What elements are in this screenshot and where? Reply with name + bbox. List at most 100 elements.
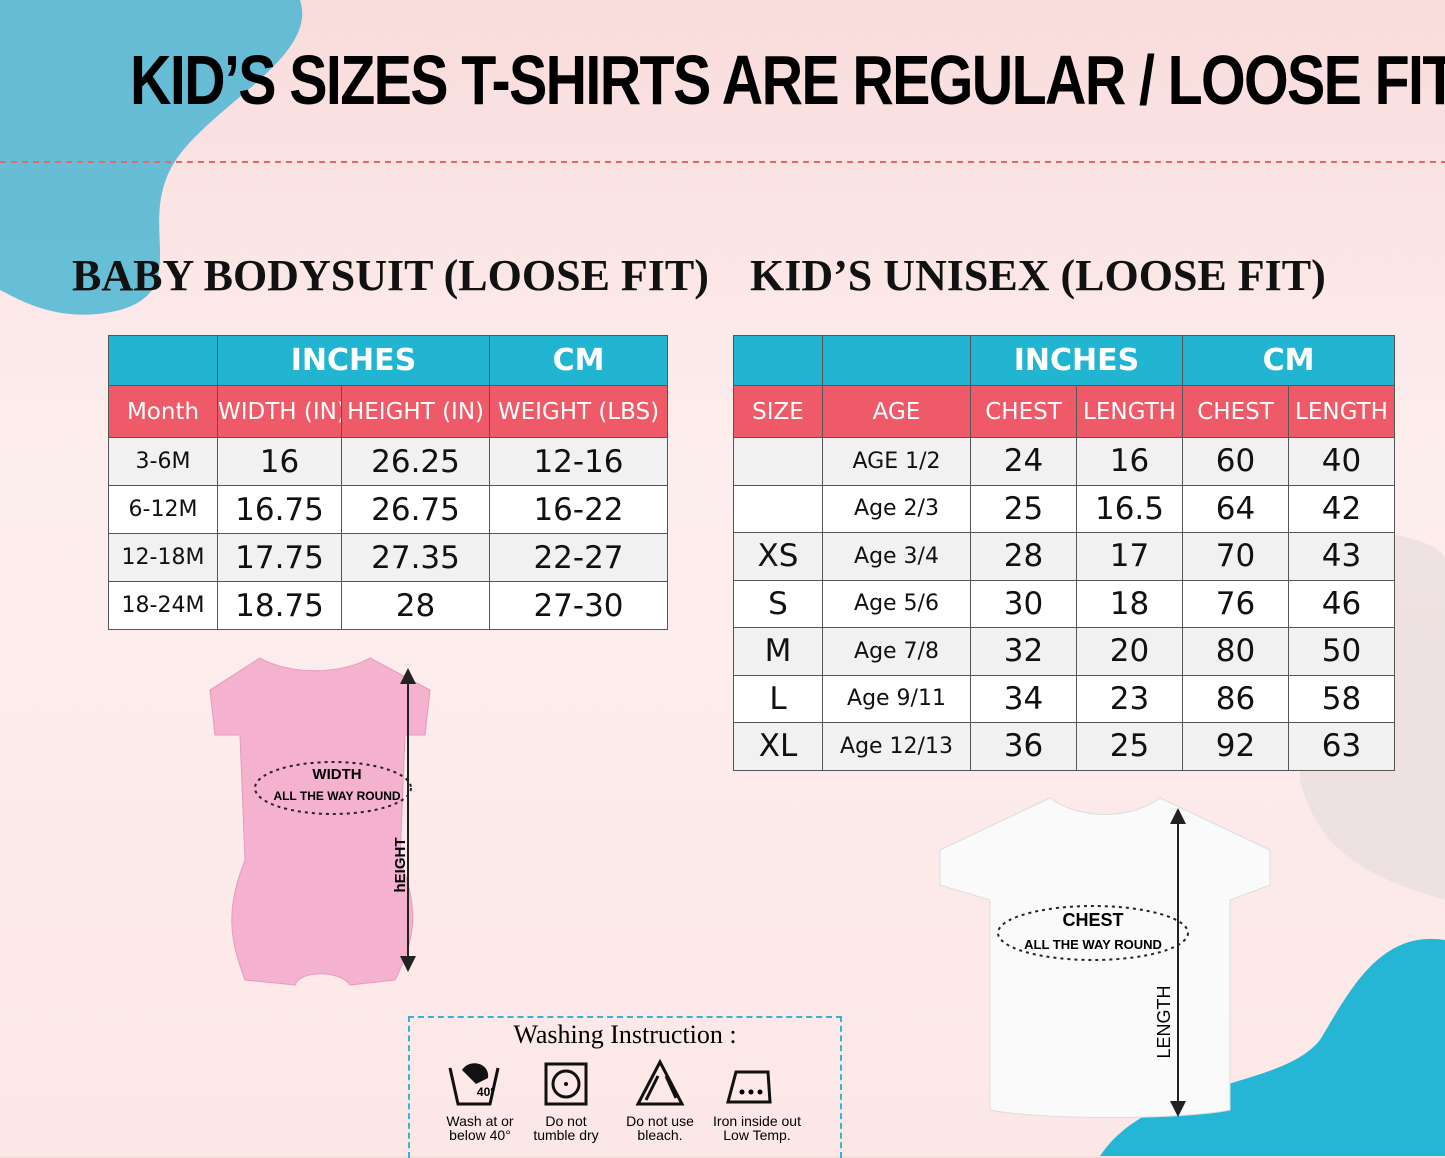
cell: 43 (1288, 532, 1395, 581)
cell: 70 (1182, 532, 1289, 581)
data-row: 3-6M 16 26.25 12-16 (108, 437, 668, 486)
cell: 40 (1288, 437, 1395, 486)
cell: 30 (970, 579, 1077, 628)
width-label: WIDTH (312, 766, 361, 783)
cell: 25 (1076, 722, 1183, 771)
cell: 25 (970, 484, 1077, 533)
chest-sub: ALL THE WAY ROUND (1024, 937, 1162, 952)
column-header: CHEST (1182, 385, 1289, 438)
cell: AGE 1/2 (822, 437, 971, 486)
cell: 80 (1182, 627, 1289, 676)
baby-table: INCHES CM Month WIDTH (IN) HEIGHT (IN) WEIGHT… (108, 335, 668, 630)
group-cell (822, 335, 971, 386)
washing-icons: 40° (448, 1058, 772, 1106)
washing-text: bleach. (637, 1127, 683, 1143)
data-row: S Age 5/6 30 18 76 46 (733, 579, 1395, 628)
cell: 22-27 (489, 533, 668, 582)
group-cell: INCHES (217, 335, 490, 386)
cell: M (733, 627, 823, 676)
cell: 26.25 (341, 437, 490, 486)
cell: Age 3/4 (822, 532, 971, 581)
cell: 34 (970, 674, 1077, 723)
data-row: XL Age 12/13 36 25 92 63 (733, 722, 1395, 771)
cell: Age 2/3 (822, 484, 971, 533)
cell: XL (733, 722, 823, 771)
column-header: SIZE (733, 385, 823, 438)
cell: Age 5/6 (822, 579, 971, 628)
cell: 28 (341, 581, 490, 630)
cell: 12-16 (489, 437, 668, 486)
cell: L (733, 674, 823, 723)
width-sub: ALL THE WAY ROUND (273, 789, 400, 803)
cell: 3-6M (108, 437, 218, 486)
cell: 36 (970, 722, 1077, 771)
washing-item: Iron inside out Low Temp. (707, 1114, 807, 1142)
cell: 27-30 (489, 581, 668, 630)
column-header: WIDTH (IN) (217, 385, 342, 438)
cell: XS (733, 532, 823, 581)
group-cell (733, 335, 823, 386)
cell: 58 (1288, 674, 1395, 723)
cell: 60 (1182, 437, 1289, 486)
wash-temp: 40° (477, 1085, 495, 1099)
washing-box: Washing Instruction : 40° Wash at or belo… (408, 1016, 842, 1158)
cell: 24 (970, 437, 1077, 486)
data-row: 18-24M 18.75 28 27-30 (108, 581, 668, 630)
data-row: 12-18M 17.75 27.35 22-27 (108, 533, 668, 582)
column-header: CHEST (970, 385, 1077, 438)
cell: 16 (217, 437, 342, 486)
kids-table: INCHES CM SIZE AGE CHEST LENGTH CHEST LENGTH AGE… (733, 335, 1395, 771)
column-header: AGE (822, 385, 971, 438)
title: KID’S SIZES T-SHIRTS ARE REGULAR / LOOSE… (130, 41, 1445, 119)
column-row: SIZE AGE CHEST LENGTH CHEST LENGTH (733, 385, 1395, 438)
baby-heading: BABY BODYSUIT (LOOSE FIT) (72, 251, 709, 300)
cell (733, 437, 823, 486)
group-cell: CM (489, 335, 668, 386)
cell: 27.35 (341, 533, 490, 582)
cell: 26.75 (341, 485, 490, 534)
cell: 12-18M (108, 533, 218, 582)
cell: 6-12M (108, 485, 218, 534)
cell: 18-24M (108, 581, 218, 630)
washing-text: Do not use (626, 1113, 694, 1129)
data-row: M Age 7/8 32 20 80 50 (733, 627, 1395, 676)
washing-item: Do not tumble dry (516, 1114, 616, 1142)
washing-text: tumble dry (533, 1127, 599, 1143)
cell: 64 (1182, 484, 1289, 533)
cell: 50 (1288, 627, 1395, 676)
cell: 16 (1076, 437, 1183, 486)
chest-label: CHEST (1062, 910, 1123, 930)
cell: 32 (970, 627, 1077, 676)
cell: 42 (1288, 484, 1395, 533)
column-header: LENGTH (1076, 385, 1183, 438)
cell: 17 (1076, 532, 1183, 581)
cell: 17.75 (217, 533, 342, 582)
cell: 86 (1182, 674, 1289, 723)
washing-title: Washing Instruction : (513, 1020, 737, 1049)
group-row: INCHES CM (733, 335, 1395, 386)
cell: 18 (1076, 579, 1183, 628)
washing-text: Do not (545, 1113, 587, 1129)
cell: Age 12/13 (822, 722, 971, 771)
cell: 92 (1182, 722, 1289, 771)
data-row: Age 2/3 25 16.5 64 42 (733, 484, 1395, 533)
cell: 16.5 (1076, 484, 1183, 533)
column-header: LENGTH (1288, 385, 1395, 438)
kids-heading: KID’S UNISEX (LOOSE FIT) (750, 251, 1326, 300)
cell: 18.75 (217, 581, 342, 630)
data-row: 6-12M 16.75 26.75 16-22 (108, 485, 668, 534)
group-cell (108, 335, 218, 386)
column-row: Month WIDTH (IN) HEIGHT (IN) WEIGHT (LBS) (108, 385, 668, 438)
washing-item: Wash at or below 40° (430, 1114, 530, 1142)
group-cell: CM (1182, 335, 1395, 386)
cell: Age 7/8 (822, 627, 971, 676)
cell: 76 (1182, 579, 1289, 628)
cell: 63 (1288, 722, 1395, 771)
kid-diagram: CHEST ALL THE WAY ROUND LENGTH (939, 797, 1271, 1118)
washing-text: Wash at or (446, 1113, 514, 1129)
washing-text: below 40° (449, 1127, 511, 1143)
cell: 16.75 (217, 485, 342, 534)
washing-text: Iron inside out (713, 1113, 801, 1129)
cell: 20 (1076, 627, 1183, 676)
